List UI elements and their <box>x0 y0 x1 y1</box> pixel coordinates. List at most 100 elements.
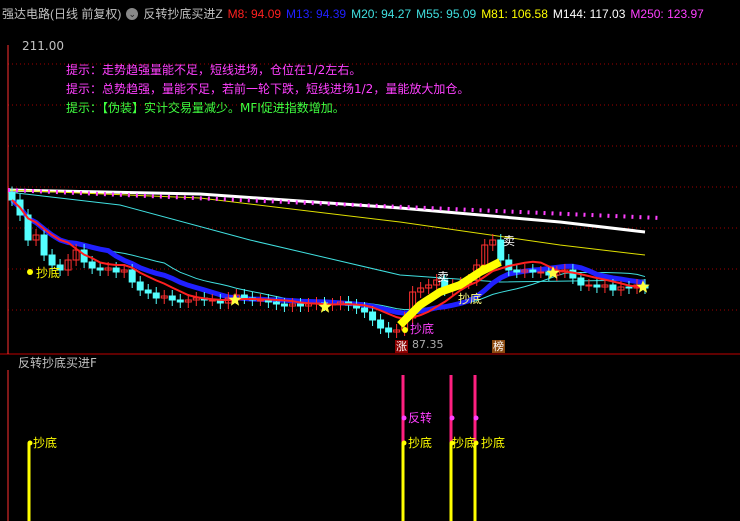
candle-body <box>72 249 80 261</box>
candle-body <box>112 267 120 273</box>
lower-panel-title: 反转抄底买进F <box>18 356 97 370</box>
badge-rank[interactable]: 榜 <box>492 340 505 353</box>
candle-body <box>240 294 248 299</box>
signal-buy-label: 抄底 <box>33 436 58 450</box>
candle-body <box>393 329 401 333</box>
candle-body <box>585 284 593 287</box>
candle-body <box>425 284 433 289</box>
candle-body <box>497 239 505 261</box>
ma55-line <box>7 191 646 283</box>
candle-body <box>513 269 521 273</box>
signal-buy-label: 抄底 <box>452 436 477 450</box>
signal-bar-buy <box>27 443 31 521</box>
signal-dot <box>480 265 486 271</box>
candle-body <box>56 264 64 271</box>
candle-body <box>433 279 441 286</box>
star-icon <box>228 293 242 306</box>
candle-body <box>272 301 280 305</box>
price-top-label: 211.00 <box>22 39 64 53</box>
candle-body <box>521 269 529 273</box>
candle-body <box>417 287 425 293</box>
candle-body <box>176 299 184 303</box>
signal-bar-reverse <box>401 375 405 443</box>
candle-body <box>617 286 625 291</box>
candle-body <box>168 295 176 301</box>
badge-up[interactable]: 涨 <box>395 340 408 353</box>
candle-body <box>369 311 377 321</box>
candle-body <box>529 269 537 273</box>
candle-body <box>160 295 168 299</box>
sell-label: 卖 <box>503 234 516 248</box>
candle-body <box>593 284 601 288</box>
signal-dot <box>473 415 479 421</box>
signal-dot <box>27 440 33 446</box>
ma20-line <box>11 199 646 311</box>
candle-body <box>64 259 72 271</box>
candle-body <box>609 284 617 291</box>
signal-dot <box>401 440 407 446</box>
ma-value-3: M55: 95.09 <box>416 6 477 21</box>
signal-dot <box>449 415 455 421</box>
ma-value-0: M8: 94.09 <box>227 6 282 21</box>
candle-body <box>24 214 32 241</box>
signal-bar-reverse <box>449 375 453 443</box>
candle-body <box>489 239 497 246</box>
sell-label: 卖 <box>437 270 450 284</box>
star-icon <box>636 280 650 293</box>
ma-value-4: M81: 106.58 <box>481 6 548 21</box>
candle-body <box>537 271 545 274</box>
chart-header: 强达电路(日线 前复权) ⌄ 反转抄底买进Z M8: 94.09 M13: 94.… <box>2 5 704 22</box>
signal-dot <box>27 269 33 275</box>
signal-buy-label: 抄底 <box>481 436 506 450</box>
ma-value-2: M20: 94.27 <box>351 6 412 21</box>
indicator-name[interactable]: 反转抄底买进Z <box>143 7 223 21</box>
signal-bar-buy <box>473 443 477 521</box>
signal-bar-buy <box>449 443 453 521</box>
candle-body <box>625 286 633 289</box>
price-low-label: 87.35 <box>412 338 444 351</box>
candle-body <box>385 327 393 333</box>
signal-dot <box>401 415 407 421</box>
ma-value-6: M250: 123.97 <box>630 6 704 21</box>
candle-body <box>8 192 16 201</box>
tip-line-3: 提示：【伪装】实计交易量减少。MFI促进指数增加。 <box>66 101 345 115</box>
candle-body <box>40 234 48 256</box>
candle-body <box>96 267 104 271</box>
trend-strip <box>397 258 502 328</box>
candle-body <box>184 299 192 303</box>
candle-body <box>128 269 136 283</box>
signal-dot <box>449 440 455 446</box>
candle-body <box>361 307 369 313</box>
candle-body <box>136 281 144 291</box>
candle-body <box>377 319 385 329</box>
ma-value-1: M13: 94.39 <box>286 6 347 21</box>
signal-bar-reverse <box>473 375 477 443</box>
tip-line-1: 提示：走势趋强量能不足，短线进场，仓位在1/2左右。 <box>66 63 362 77</box>
candle-body <box>104 267 112 271</box>
star-icon <box>546 266 560 279</box>
ma144-line <box>7 188 646 234</box>
indicator-toggle-icon[interactable]: ⌄ <box>126 7 139 20</box>
candle-body <box>48 254 56 266</box>
candle-body <box>296 303 304 307</box>
tip-line-2: 提示：总势趋强，量能不足，若前一轮下跌，短线进场1/2，量能放大加仓。 <box>66 82 470 96</box>
signal-dot <box>402 327 408 333</box>
candle-body <box>88 261 96 269</box>
candle-body <box>601 284 609 288</box>
buy-label: 抄底 <box>458 292 483 306</box>
ma13-line <box>10 198 646 316</box>
candle-body <box>288 303 296 307</box>
signal-bar-buy <box>401 443 405 521</box>
signal-dot <box>473 440 479 446</box>
buy-label: 抄底 <box>36 266 61 280</box>
star-icon <box>318 300 332 313</box>
signal-reverse-label: 反转 <box>408 411 433 425</box>
buy-label: 抄底 <box>410 322 435 336</box>
candle-body <box>32 234 40 241</box>
candle-body <box>577 277 585 286</box>
candle-body <box>280 303 288 307</box>
candle-body <box>152 292 160 299</box>
candle-body <box>120 269 128 273</box>
stock-title: 强达电路(日线 前复权) <box>2 7 122 21</box>
